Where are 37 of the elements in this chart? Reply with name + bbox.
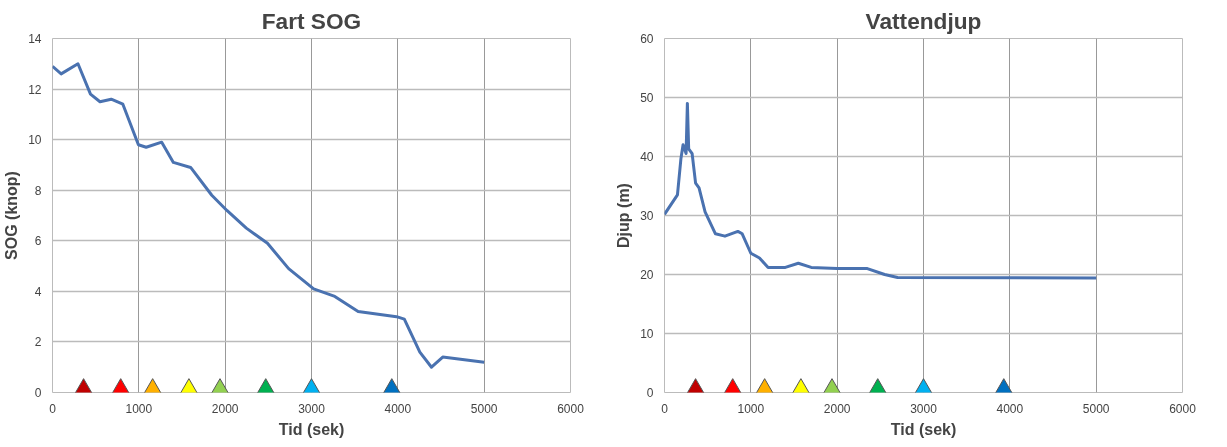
y-tick-label: 12 (28, 82, 42, 97)
y-tick-label: 50 (640, 91, 654, 105)
y-tick-label: 14 (28, 32, 42, 46)
x-tick-label: 1000 (737, 401, 765, 416)
x-tick-label: 6000 (557, 401, 585, 416)
chart-title: Fart SOG (261, 7, 362, 34)
line-series (664, 101, 1098, 280)
x-tick-label: 2000 (211, 401, 239, 416)
y-tick-label: 6 (34, 234, 42, 249)
y-tick-label: 4 (34, 284, 42, 299)
x-tick-label: 1000 (125, 401, 153, 416)
y-tick-label: 30 (640, 209, 654, 223)
x-tick-label: 3000 (910, 401, 938, 416)
y-tick-label: 60 (640, 32, 654, 46)
chart-title: Vattendjup (865, 7, 982, 34)
x-tick-label: 0 (49, 401, 57, 416)
x-tick-label: 4000 (384, 401, 412, 416)
y-tick-label: 10 (640, 327, 654, 341)
x-tick-label: 3000 (298, 401, 326, 416)
x-tick-label: 0 (661, 401, 669, 416)
y-tick-label: 0 (34, 386, 42, 400)
y-axis-title: SOG (knop) (3, 171, 21, 260)
x-axis-title: Tid (sek) (278, 420, 345, 438)
x-tick-label: 2000 (823, 401, 851, 416)
x-tick-label: 4000 (996, 401, 1024, 416)
y-tick-label: 20 (640, 268, 654, 282)
x-tick-label: 5000 (1082, 401, 1110, 416)
y-tick-label: 10 (28, 133, 42, 148)
line-series (52, 62, 486, 369)
y-tick-label: 2 (34, 335, 42, 350)
x-tick-label: 6000 (1169, 401, 1197, 416)
x-tick-label: 5000 (470, 401, 498, 416)
x-axis-title: Tid (sek) (890, 420, 957, 438)
y-tick-label: 8 (34, 183, 42, 198)
y-axis-title: Djup (m) (615, 183, 633, 248)
y-tick-label: 0 (646, 386, 654, 400)
y-tick-label: 40 (640, 150, 654, 164)
